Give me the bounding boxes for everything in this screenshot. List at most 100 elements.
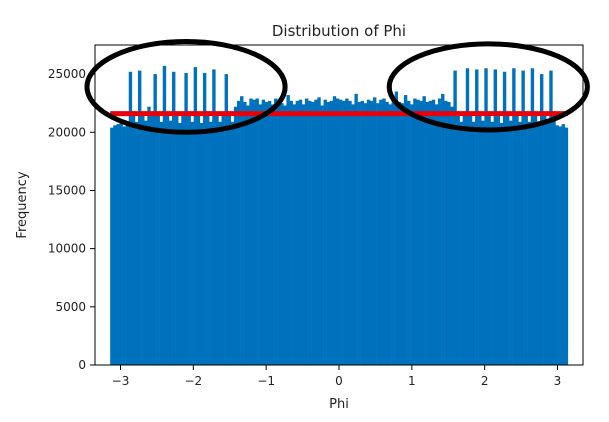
histogram-bar [407, 100, 411, 365]
x-axis-label: Phi [329, 397, 349, 412]
histogram-bar [317, 97, 321, 365]
histogram-bar [187, 111, 191, 365]
histogram-bar [536, 122, 541, 365]
histogram-bar [162, 65, 167, 365]
histogram-bar [363, 103, 368, 365]
histogram-bar [403, 95, 408, 365]
histogram-bar [116, 124, 120, 365]
histogram-bar [425, 102, 429, 365]
histogram-bar [252, 99, 256, 365]
histogram-bar [490, 121, 494, 365]
histogram-bar [184, 72, 188, 365]
histogram-bar [267, 100, 272, 365]
histogram-bar [286, 95, 290, 365]
x-tick-label: 2 [481, 374, 489, 388]
x-tick-label: −3 [112, 374, 130, 388]
histogram-bar [264, 102, 269, 365]
histogram-bar [311, 102, 315, 365]
histogram-bar [447, 102, 451, 365]
histogram-bar [150, 111, 154, 365]
histogram-bar [113, 125, 117, 365]
histogram-bar [212, 69, 216, 365]
histogram-bar [450, 106, 454, 365]
histogram-bar [308, 100, 312, 365]
histogram-bar [295, 100, 300, 365]
histogram-bar [394, 91, 399, 365]
histogram-bar [527, 121, 532, 365]
x-tick-label: −2 [184, 374, 202, 388]
histogram-bar [481, 120, 485, 366]
histogram-bar [360, 100, 365, 365]
histogram-bar [283, 105, 287, 365]
histogram-bar [422, 96, 426, 365]
x-tick-label: 3 [554, 374, 562, 388]
histogram-bar [484, 68, 488, 365]
histogram-bar [564, 127, 569, 365]
histogram-bar [465, 68, 470, 365]
histogram-bar [138, 70, 142, 365]
histogram-bar [233, 106, 238, 365]
histogram-bar [397, 102, 402, 365]
histogram-bar [462, 112, 467, 365]
histogram-bar [459, 121, 463, 365]
histogram-bar [301, 104, 306, 365]
annotation-layer [84, 39, 590, 135]
histogram-bar [165, 113, 170, 366]
histogram-bar [202, 72, 207, 365]
histogram-bar [521, 70, 525, 365]
histogram-bar [342, 100, 346, 365]
histogram-bar [326, 102, 331, 365]
histogram-bar [518, 121, 522, 365]
histogram-bar [332, 96, 337, 365]
y-tick-label: 10000 [48, 242, 86, 256]
histogram-bar [373, 97, 377, 365]
histogram-bar [227, 111, 232, 365]
histogram-bar [128, 71, 133, 365]
histogram-bar [413, 98, 417, 365]
histogram-bar [168, 120, 173, 366]
histogram-bar [224, 74, 228, 365]
histogram-bar [141, 112, 145, 365]
histogram-bar [512, 68, 516, 365]
highlight-ellipse [84, 39, 288, 135]
histogram-bar [434, 104, 439, 365]
histogram-bar [314, 99, 318, 365]
histogram-bar [385, 102, 389, 365]
histogram-bar [530, 68, 535, 365]
histogram-bar [258, 104, 262, 365]
histogram-bar [110, 127, 114, 365]
histogram-bar [270, 104, 275, 365]
histogram-bar [524, 111, 528, 365]
histogram-bar [351, 104, 355, 365]
histogram-bar [354, 93, 358, 365]
histogram-bar [487, 112, 491, 365]
histogram-bar [320, 105, 324, 365]
histogram-bar [400, 103, 405, 365]
histogram-bar [249, 98, 253, 365]
histogram-bar [122, 126, 126, 365]
x-tick-label: −1 [257, 374, 275, 388]
histogram-bar [125, 125, 130, 365]
histogram-bar [428, 100, 433, 365]
histogram-bar [277, 100, 281, 365]
chart-title: Distribution of Phi [272, 22, 406, 40]
y-tick-label: 0 [78, 358, 86, 372]
histogram-bar [190, 121, 194, 365]
y-tick-label: 5000 [55, 300, 86, 314]
histogram-bar [206, 111, 210, 365]
histogram-bar [175, 112, 179, 365]
histogram-bar [335, 98, 340, 365]
histogram-bar [134, 121, 139, 365]
histogram-bar [144, 120, 148, 366]
histogram-bar [471, 121, 476, 365]
histogram-bar [496, 111, 501, 365]
histogram-bar [558, 126, 562, 365]
histogram-bar [218, 121, 222, 365]
histogram-bar [243, 102, 247, 365]
histogram-bar [156, 112, 160, 365]
histogram-bar [546, 120, 550, 366]
histogram-bar [475, 69, 479, 365]
histogram-bar [119, 122, 123, 365]
histogram-bar [292, 104, 297, 365]
histogram-bar [348, 100, 352, 365]
